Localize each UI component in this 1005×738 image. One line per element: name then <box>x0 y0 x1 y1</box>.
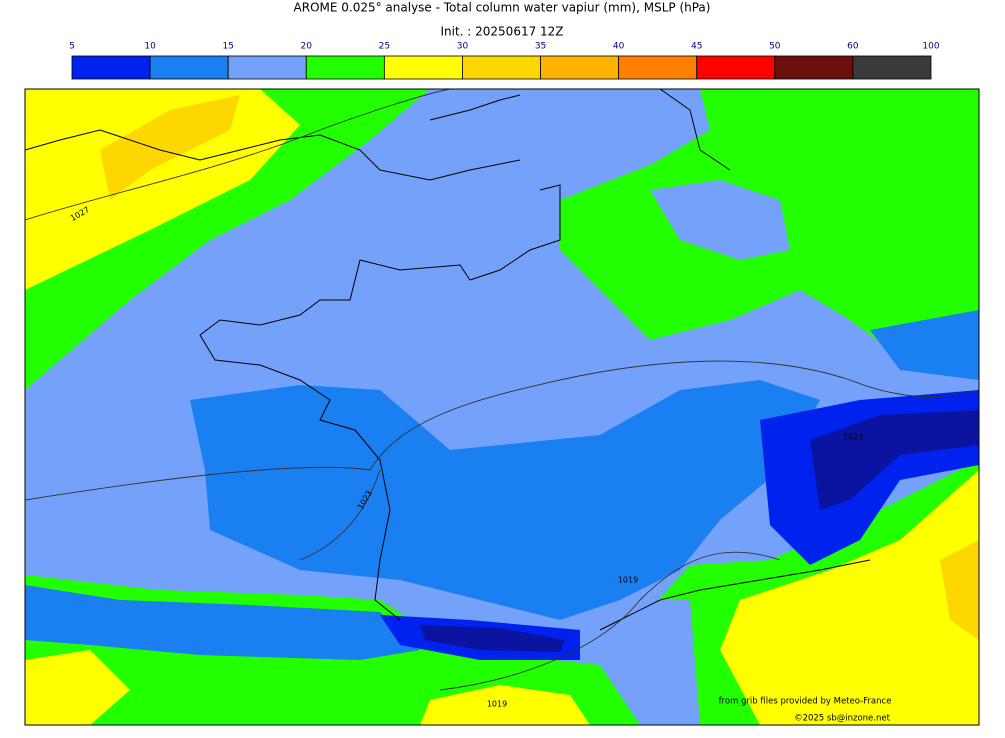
colorbar-tick-label: 50 <box>769 42 781 52</box>
colorbar-segment <box>462 55 541 80</box>
isobars <box>25 89 979 691</box>
colorbar-segment <box>71 55 151 80</box>
colorbar-segment <box>852 55 932 80</box>
field-area <box>100 95 240 200</box>
credit: ©2025 sb@inzone.net <box>794 714 891 724</box>
colorbar-segment <box>383 55 463 80</box>
colorbar-tick-label: 40 <box>613 42 625 52</box>
field-area <box>720 470 979 725</box>
coastlines <box>25 89 871 631</box>
colorbar-tick-label: 100 <box>922 42 939 52</box>
colorbar-segment <box>305 55 385 80</box>
colorbar-segment <box>696 55 776 80</box>
field-area <box>940 540 979 640</box>
colorbar-segment <box>149 55 229 80</box>
field-area <box>420 685 590 725</box>
field-area <box>190 380 820 620</box>
colorbar: 5 10 15 20 25 30 35 40 45 50 60 100 <box>69 42 940 80</box>
colorbar-tick-label: 60 <box>847 42 859 52</box>
field-area <box>870 310 979 380</box>
field-area <box>25 650 130 725</box>
colorbar-segment <box>227 55 307 80</box>
credit: from grib files provided by Meteo-France <box>719 697 892 707</box>
colorbar-segment <box>618 55 698 80</box>
colorbar-tick-label: 45 <box>691 42 702 52</box>
isobar-label: 1019 <box>487 700 507 709</box>
colorbar-tick-label: 30 <box>457 42 469 52</box>
colorbar-tick-label: 25 <box>379 42 390 52</box>
field-area <box>420 625 565 652</box>
colorbar-tick-label: 10 <box>144 42 156 52</box>
field-area <box>25 585 420 660</box>
field-area <box>650 180 790 260</box>
map-frame <box>24 88 980 726</box>
field-area <box>600 600 700 725</box>
colorbar-tick-label: 15 <box>222 42 233 52</box>
isobar-label: 1019 <box>618 576 638 585</box>
init-time: Init. : 20250617 12Z <box>440 25 563 39</box>
colorbar-tick-label: 20 <box>301 42 313 52</box>
field-area <box>810 410 979 510</box>
colorbar-tick-label: 5 <box>69 42 75 52</box>
field-area <box>25 89 300 290</box>
isobar-label: 1023 <box>843 433 863 442</box>
colorbar-tick-label: 35 <box>535 42 546 52</box>
map: 1027 1023 1023 1019 1019 from grib files… <box>25 89 979 725</box>
title: AROME 0.025° analyse - Total column wate… <box>294 1 711 15</box>
colorbar-segment <box>774 55 854 80</box>
colorbar-segment <box>540 55 620 80</box>
